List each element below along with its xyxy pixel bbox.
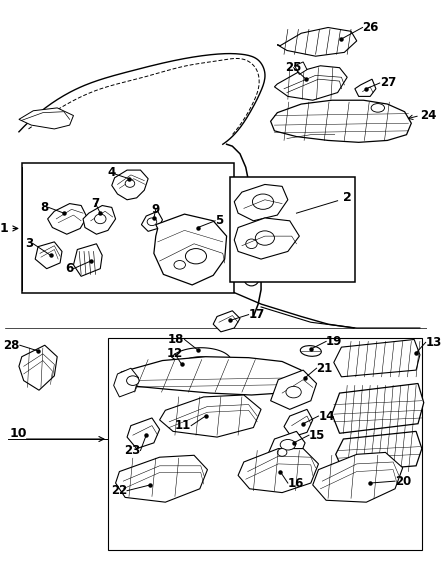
Polygon shape [334, 340, 420, 377]
Ellipse shape [286, 386, 301, 398]
Text: 6: 6 [65, 262, 74, 275]
Ellipse shape [252, 194, 273, 209]
Text: 20: 20 [395, 475, 411, 488]
Polygon shape [112, 170, 148, 200]
Ellipse shape [371, 104, 385, 112]
Text: 26: 26 [363, 21, 379, 34]
Ellipse shape [246, 239, 257, 248]
Bar [231, 177, 355, 282]
Text: 28: 28 [4, 338, 20, 352]
Polygon shape [117, 357, 301, 395]
Polygon shape [172, 348, 231, 365]
Ellipse shape [147, 218, 157, 226]
Text: 13: 13 [426, 336, 441, 349]
Ellipse shape [186, 248, 206, 264]
Polygon shape [284, 409, 313, 437]
Text: 18: 18 [168, 333, 184, 346]
Polygon shape [127, 418, 160, 448]
Text: 22: 22 [111, 484, 127, 497]
Polygon shape [234, 184, 288, 221]
Text: 3: 3 [25, 237, 33, 250]
Polygon shape [336, 431, 422, 472]
Text: 19: 19 [326, 335, 343, 348]
Ellipse shape [280, 439, 295, 450]
Text: 1: 1 [0, 222, 8, 235]
Polygon shape [74, 244, 102, 276]
Ellipse shape [127, 376, 139, 386]
Polygon shape [154, 214, 227, 285]
Polygon shape [269, 431, 305, 462]
Polygon shape [114, 368, 138, 397]
Polygon shape [19, 345, 57, 390]
Text: 2: 2 [344, 191, 352, 204]
Text: 17: 17 [249, 308, 265, 321]
Polygon shape [160, 395, 261, 437]
Ellipse shape [255, 231, 274, 245]
Ellipse shape [94, 214, 106, 224]
Text: 10: 10 [9, 427, 27, 440]
Bar [108, 337, 422, 550]
Text: 5: 5 [215, 214, 223, 227]
Text: 23: 23 [124, 444, 141, 457]
Polygon shape [234, 218, 299, 259]
Polygon shape [116, 455, 207, 502]
Text: 14: 14 [318, 409, 335, 422]
Text: 9: 9 [152, 203, 160, 216]
Polygon shape [271, 370, 317, 409]
Polygon shape [274, 66, 347, 100]
Polygon shape [19, 108, 74, 129]
Polygon shape [238, 448, 318, 493]
Polygon shape [48, 204, 87, 234]
Polygon shape [83, 205, 116, 234]
Bar [22, 163, 234, 293]
Text: 25: 25 [285, 61, 302, 74]
Polygon shape [271, 100, 411, 142]
Text: 8: 8 [40, 201, 49, 214]
Text: 24: 24 [420, 109, 436, 122]
Ellipse shape [174, 260, 186, 269]
Polygon shape [355, 79, 376, 96]
Text: 15: 15 [309, 429, 325, 442]
Polygon shape [213, 311, 240, 332]
Polygon shape [332, 383, 424, 433]
Polygon shape [277, 27, 357, 56]
Ellipse shape [125, 180, 135, 187]
Text: 21: 21 [317, 362, 333, 375]
Text: 4: 4 [108, 167, 116, 180]
Polygon shape [313, 452, 403, 502]
Circle shape [244, 270, 259, 286]
Polygon shape [295, 62, 307, 74]
Text: 12: 12 [167, 348, 183, 361]
Polygon shape [35, 242, 62, 269]
Text: 11: 11 [175, 419, 191, 432]
Text: 16: 16 [288, 476, 304, 489]
Polygon shape [142, 211, 162, 231]
Text: 7: 7 [91, 197, 100, 210]
Ellipse shape [277, 448, 287, 456]
Ellipse shape [300, 346, 321, 356]
Text: 27: 27 [380, 77, 396, 90]
